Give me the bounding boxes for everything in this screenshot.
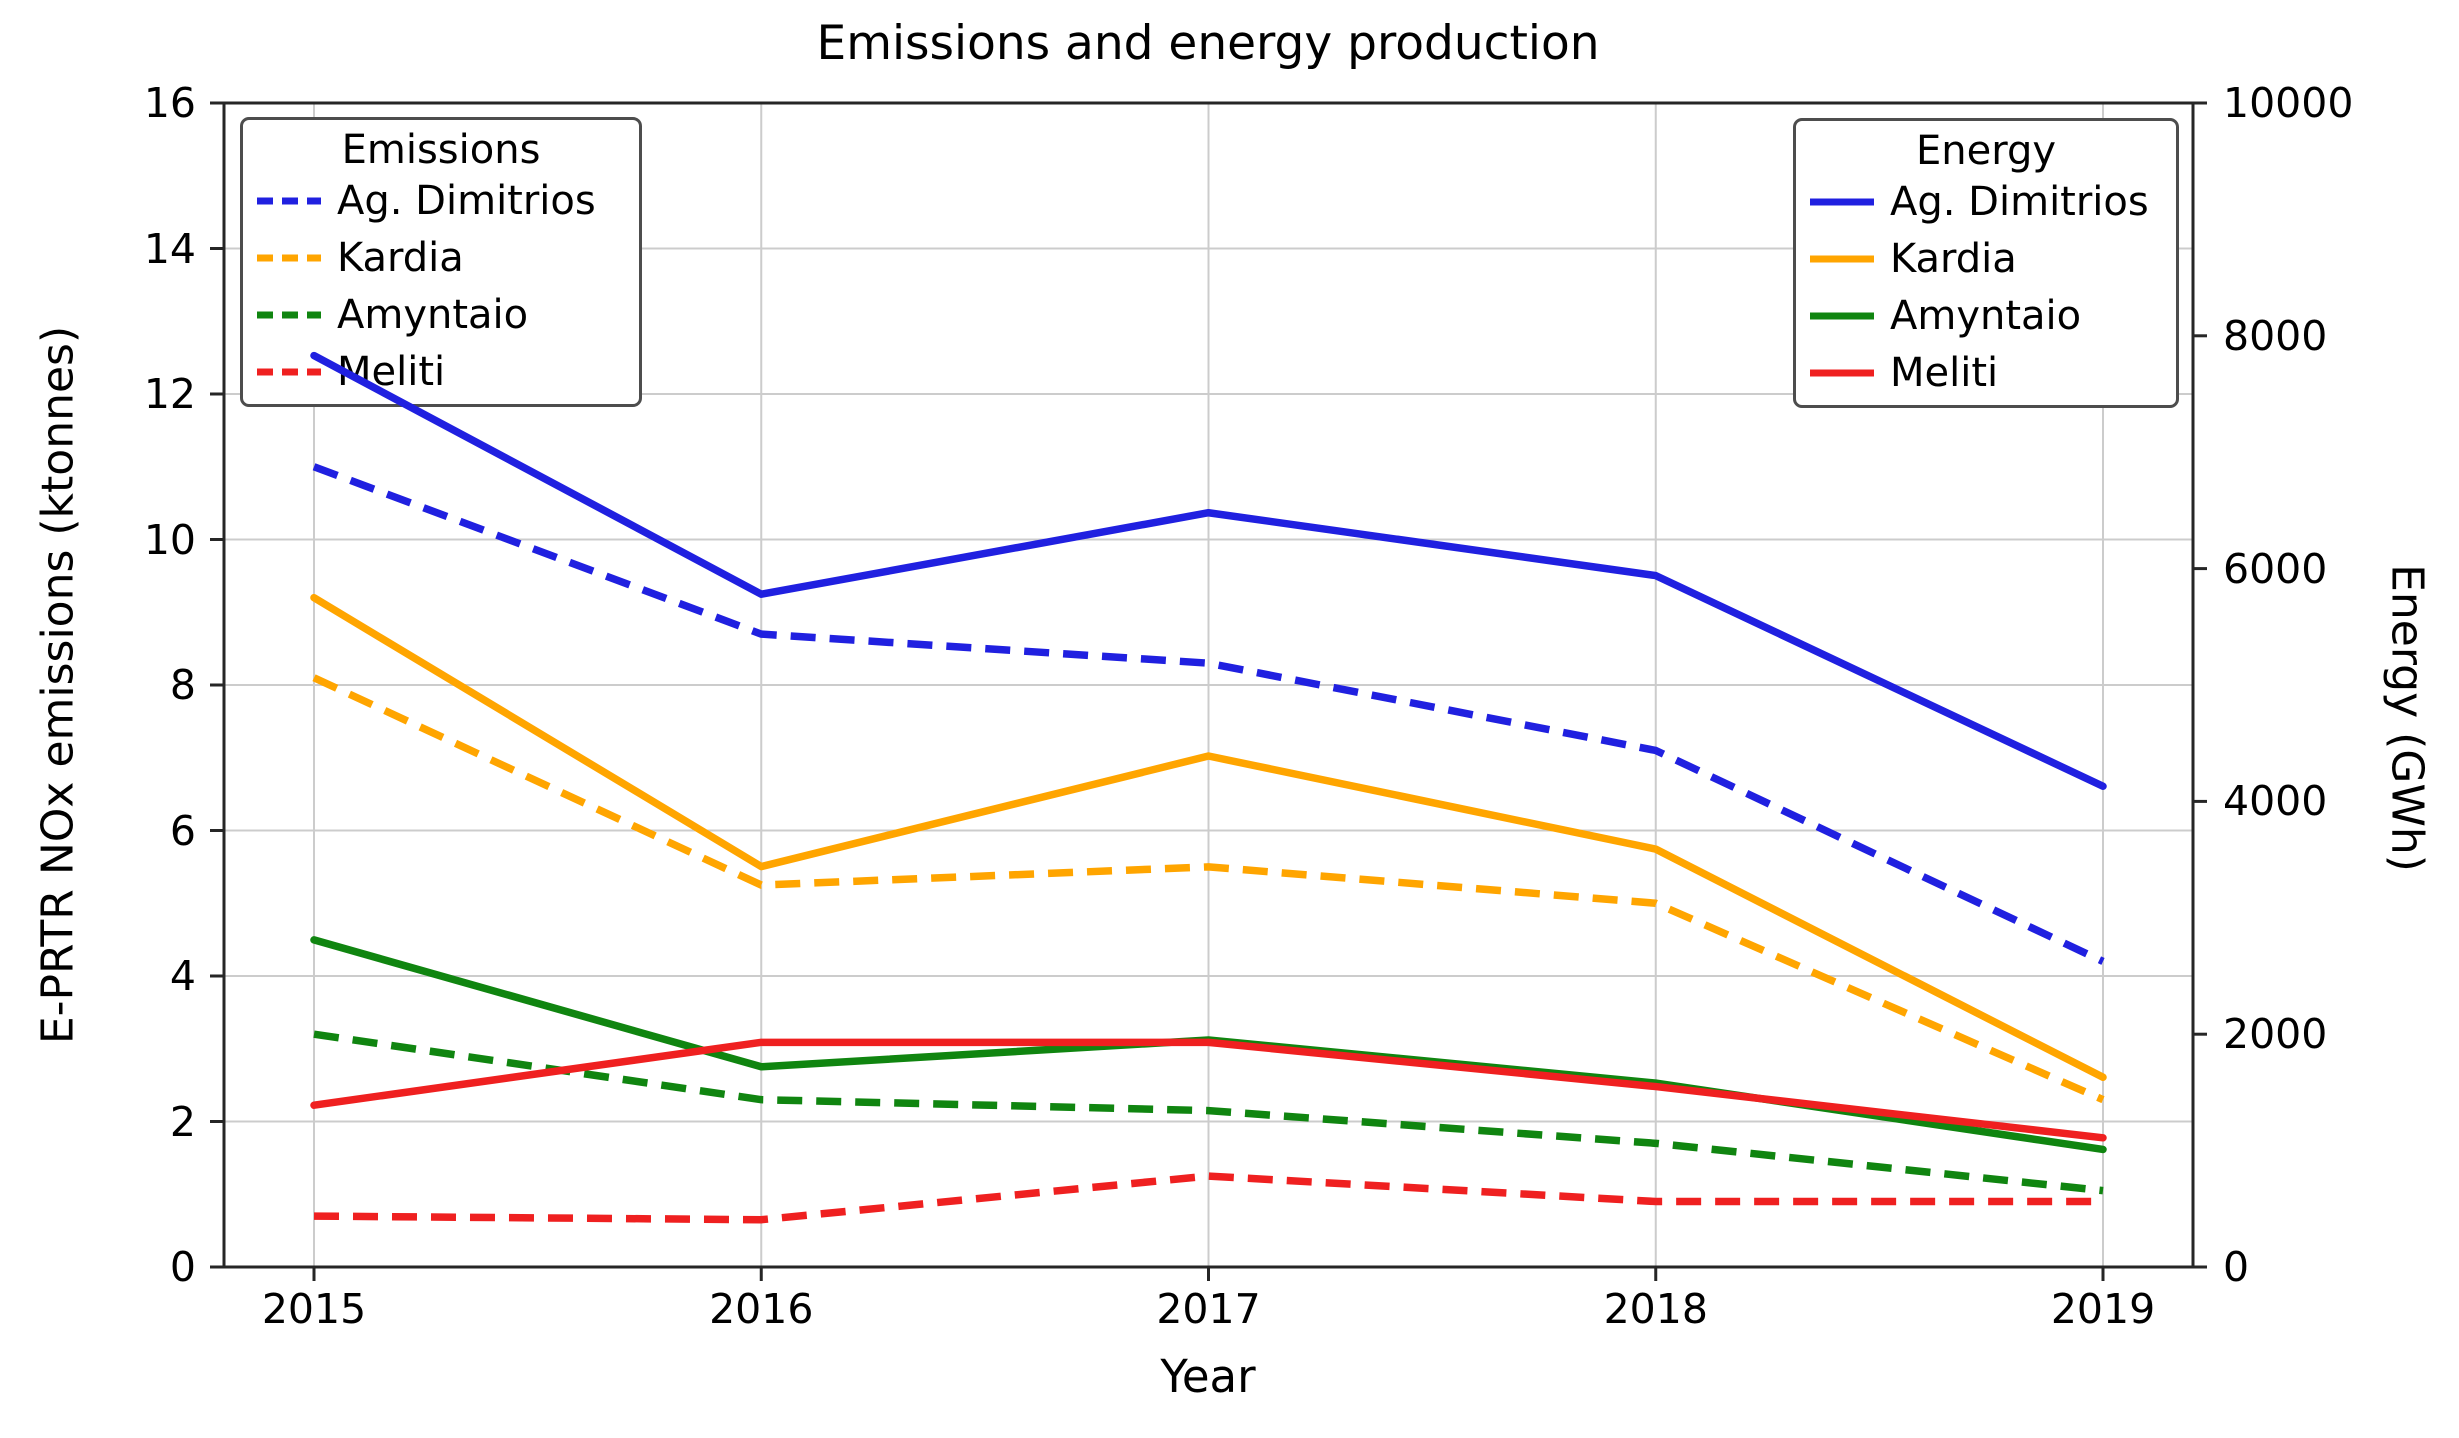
legend-item-energy-amyntaio: Amyntaio: [1810, 287, 2176, 344]
legend-item-label: Amyntaio: [1890, 292, 2082, 339]
legend-item-label: Kardia: [1890, 235, 2017, 282]
line-emissions-amyntaio: [313, 1030, 2104, 1195]
legend-item-label: Kardia: [337, 234, 464, 281]
y-right-tick-label: 6000: [2223, 544, 2328, 593]
legend-swatch-solid-line: [1810, 312, 1874, 319]
line-energy-meliti: [310, 1038, 2107, 1142]
y-right-tick-label: 2000: [2223, 1010, 2328, 1059]
y-right-tick-label: 8000: [2223, 311, 2328, 360]
legend-emissions-rows: Ag. Dimitrios Kardia Amyntaio Meliti: [243, 172, 639, 400]
y-axis-label-right: Energy (GWh): [2381, 564, 2433, 872]
line-energy-kardia: [310, 593, 2107, 1082]
x-axis-label: Year: [1160, 1350, 1256, 1403]
legend-emissions: Emissions Ag. Dimitrios Kardia Amyntaio Mel…: [240, 117, 642, 407]
legend-swatch-solid-line: [1810, 198, 1874, 205]
legend-item-label: Meliti: [1890, 349, 1999, 396]
legend-swatch-solid-line: [1810, 369, 1874, 376]
legend-item-emissions-amyntaio: Amyntaio: [257, 286, 639, 343]
legend-item-label: Ag. Dimitrios: [1890, 178, 2149, 225]
legend-item-label: Amyntaio: [337, 291, 529, 338]
y-right-tick-label: 0: [2223, 1243, 2250, 1291]
legend-energy: Energy Ag. Dimitrios Kardia Amyntaio Meliti: [1793, 118, 2179, 408]
legend-swatch-dashed-line: [257, 254, 321, 261]
legend-item-emissions-ag-dimitrios: Ag. Dimitrios: [257, 172, 639, 229]
legend-item-energy-meliti: Meliti: [1810, 344, 2176, 401]
chart-title: Emissions and energy production: [816, 16, 1600, 71]
legend-item-emissions-kardia: Kardia: [257, 229, 639, 286]
legend-energy-title: Energy: [1915, 128, 2057, 174]
y-right-tick-label: 10000: [2223, 79, 2354, 127]
y-left-tick-label: 12: [143, 370, 196, 418]
legend-item-energy-ag-dimitrios: Ag. Dimitrios: [1810, 173, 2176, 230]
legend-swatch-solid-line: [1810, 255, 1874, 262]
y-left-tick-label: 8: [169, 661, 196, 709]
line-energy-amyntaio: [310, 936, 2107, 1154]
legend-swatch-dashed-line: [257, 368, 321, 375]
line-emissions-meliti: [313, 1172, 2103, 1224]
y-right-tick-label: 4000: [2223, 777, 2328, 826]
y-left-tick-label: 4: [169, 952, 196, 1000]
y-left-tick-label: 0: [169, 1243, 196, 1291]
x-tick-label: 2019: [2050, 1285, 2156, 1333]
legend-emissions-title: Emissions: [341, 127, 541, 173]
legend-item-label: Ag. Dimitrios: [337, 177, 596, 224]
y-left-tick-label: 10: [143, 515, 196, 564]
legend-swatch-dashed-line: [257, 197, 321, 204]
x-tick-label: 2018: [1603, 1285, 1708, 1333]
line-emissions-ag-dimitrios: [312, 463, 2105, 965]
legend-swatch-dashed-line: [257, 311, 321, 318]
legend-energy-rows: Ag. Dimitrios Kardia Amyntaio Meliti: [1796, 173, 2176, 401]
line-energy-ag-dimitrios: [310, 351, 2107, 791]
x-tick-label: 2015: [261, 1285, 367, 1333]
y-left-tick-label: 16: [143, 79, 196, 127]
x-tick-label: 2017: [1156, 1285, 1261, 1333]
x-tick-label: 2016: [709, 1285, 814, 1333]
line-emissions-kardia: [312, 674, 2105, 1104]
y-left-tick-label: 14: [143, 224, 196, 273]
legend-item-energy-kardia: Kardia: [1810, 230, 2176, 287]
y-left-tick-label: 6: [169, 806, 196, 855]
legend-item-emissions-meliti: Meliti: [257, 343, 639, 400]
legend-item-label: Meliti: [337, 348, 446, 395]
y-left-tick-label: 2: [169, 1097, 196, 1146]
